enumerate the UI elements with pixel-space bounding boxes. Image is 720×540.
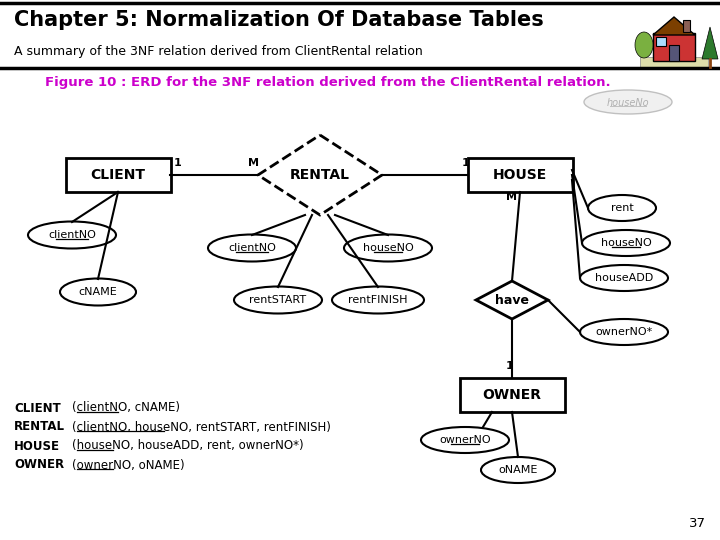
Ellipse shape bbox=[582, 230, 670, 256]
Polygon shape bbox=[258, 135, 382, 215]
Text: Chapter 5: Normalization Of Database Tables: Chapter 5: Normalization Of Database Tab… bbox=[14, 10, 544, 30]
Text: 1: 1 bbox=[462, 158, 469, 168]
Ellipse shape bbox=[580, 319, 668, 345]
Ellipse shape bbox=[635, 32, 653, 58]
Text: ownerNO*: ownerNO* bbox=[595, 327, 652, 337]
Text: M: M bbox=[506, 192, 517, 202]
Text: houseNo: houseNo bbox=[607, 98, 649, 108]
Text: houseNO: houseNO bbox=[600, 238, 652, 248]
Text: (clientNO, houseNO, rentSTART, rentFINISH): (clientNO, houseNO, rentSTART, rentFINIS… bbox=[72, 421, 331, 434]
Ellipse shape bbox=[584, 90, 672, 114]
Text: rent: rent bbox=[611, 203, 634, 213]
Text: houseADD: houseADD bbox=[595, 273, 653, 283]
Text: OWNER: OWNER bbox=[14, 458, 64, 471]
Text: 37: 37 bbox=[689, 517, 706, 530]
Text: rentSTART: rentSTART bbox=[249, 295, 307, 305]
Text: CLIENT: CLIENT bbox=[91, 168, 145, 182]
Text: cNAME: cNAME bbox=[78, 287, 117, 297]
Ellipse shape bbox=[344, 234, 432, 261]
Text: ownerNO: ownerNO bbox=[439, 435, 491, 445]
Ellipse shape bbox=[580, 265, 668, 291]
Text: A summary of the 3NF relation derived from ClientRental relation: A summary of the 3NF relation derived fr… bbox=[14, 45, 423, 58]
Text: RENTAL: RENTAL bbox=[290, 168, 350, 182]
Text: OWNER: OWNER bbox=[482, 388, 541, 402]
FancyBboxPatch shape bbox=[640, 57, 708, 67]
Text: (houseNO, houseADD, rent, ownerNO*): (houseNO, houseADD, rent, ownerNO*) bbox=[72, 440, 304, 453]
Text: (clientNO, cNAME): (clientNO, cNAME) bbox=[72, 402, 180, 415]
FancyBboxPatch shape bbox=[459, 378, 564, 412]
Text: have: have bbox=[495, 294, 529, 307]
FancyBboxPatch shape bbox=[669, 45, 679, 61]
FancyBboxPatch shape bbox=[653, 33, 695, 61]
Text: HOUSE: HOUSE bbox=[493, 168, 547, 182]
Polygon shape bbox=[653, 17, 695, 35]
Text: HOUSE: HOUSE bbox=[14, 440, 60, 453]
Text: oNAME: oNAME bbox=[498, 465, 538, 475]
Text: clientNO: clientNO bbox=[48, 230, 96, 240]
Text: clientNO: clientNO bbox=[228, 243, 276, 253]
Text: 1: 1 bbox=[506, 361, 514, 371]
Ellipse shape bbox=[234, 287, 322, 314]
FancyBboxPatch shape bbox=[683, 20, 690, 32]
Ellipse shape bbox=[332, 287, 424, 314]
FancyBboxPatch shape bbox=[656, 37, 666, 46]
Ellipse shape bbox=[421, 427, 509, 453]
Text: RENTAL: RENTAL bbox=[14, 421, 65, 434]
Ellipse shape bbox=[208, 234, 296, 261]
Text: houseNO: houseNO bbox=[363, 243, 413, 253]
FancyBboxPatch shape bbox=[66, 158, 171, 192]
FancyBboxPatch shape bbox=[467, 158, 572, 192]
Ellipse shape bbox=[588, 195, 656, 221]
Polygon shape bbox=[476, 281, 548, 319]
Text: (ownerNO, oNAME): (ownerNO, oNAME) bbox=[72, 458, 184, 471]
Ellipse shape bbox=[60, 279, 136, 306]
Text: CLIENT: CLIENT bbox=[14, 402, 60, 415]
Text: Figure 10 : ERD for the 3NF relation derived from the ClientRental relation.: Figure 10 : ERD for the 3NF relation der… bbox=[45, 76, 611, 89]
Polygon shape bbox=[702, 27, 718, 59]
Text: 1: 1 bbox=[174, 158, 181, 168]
Ellipse shape bbox=[28, 221, 116, 248]
Text: M: M bbox=[248, 158, 259, 168]
Text: rentFINISH: rentFINISH bbox=[348, 295, 408, 305]
Ellipse shape bbox=[481, 457, 555, 483]
